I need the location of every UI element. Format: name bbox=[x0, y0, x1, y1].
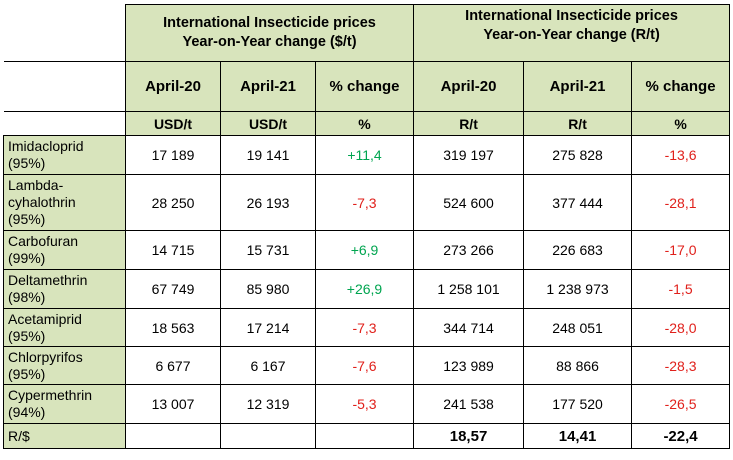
exchange-rate-2020: 18,57 bbox=[413, 423, 525, 449]
usd-group-title: International Insecticide prices Year-on… bbox=[163, 15, 376, 50]
unit-header: USD/t bbox=[220, 111, 316, 136]
usd-2020-value: 17 189 bbox=[125, 135, 221, 175]
usd-2021-value: 15 731 bbox=[220, 230, 316, 270]
zar-group-title: International Insecticide prices Year-on… bbox=[465, 8, 678, 43]
usd-change-value: +6,9 bbox=[314, 230, 415, 270]
empty-cell bbox=[220, 423, 316, 449]
usd-2021-value: 19 141 bbox=[220, 135, 316, 175]
col-header: April-21 bbox=[523, 61, 633, 112]
product-name: Deltamethrin (98%) bbox=[3, 269, 126, 309]
col-header: April-20 bbox=[413, 61, 525, 112]
zar-2020-value: 319 197 bbox=[413, 135, 525, 175]
corner-cell bbox=[3, 61, 126, 112]
zar-2021-value: 226 683 bbox=[523, 230, 633, 270]
table-row: Chlorpyrifos (95%) 6 677 6 167 -7,6 123 … bbox=[3, 346, 731, 385]
product-name: Cypermethrin (94%) bbox=[3, 384, 126, 424]
exchange-rate-label: R/$ bbox=[3, 423, 126, 449]
col-header: April-21 bbox=[220, 61, 316, 112]
product-name: Acetamiprid (95%) bbox=[3, 308, 126, 347]
zar-2021-value: 248 051 bbox=[523, 308, 633, 347]
usd-2020-value: 14 715 bbox=[125, 230, 221, 270]
product-name: Imidacloprid (95%) bbox=[3, 135, 126, 175]
usd-2021-value: 12 319 bbox=[220, 384, 316, 424]
usd-change-value: +11,4 bbox=[314, 135, 415, 175]
usd-2021-value: 17 214 bbox=[220, 308, 316, 347]
usd-2021-value: 6 167 bbox=[220, 346, 316, 385]
table-row: Acetamiprid (95%) 18 563 17 214 -7,3 344… bbox=[3, 308, 731, 347]
unit-header: R/t bbox=[413, 111, 525, 136]
usd-2020-value: 28 250 bbox=[125, 174, 221, 231]
usd-2020-value: 18 563 bbox=[125, 308, 221, 347]
zar-2020-value: 344 714 bbox=[413, 308, 525, 347]
col-header: April-20 bbox=[125, 61, 221, 112]
usd-2020-value: 13 007 bbox=[125, 384, 221, 424]
product-name: Carbofuran (99%) bbox=[3, 230, 126, 270]
usd-change-value: -7,3 bbox=[314, 174, 415, 231]
zar-change-value: -26,5 bbox=[631, 384, 731, 424]
table-row: Deltamethrin (98%) 67 749 85 980 +26,9 1… bbox=[3, 269, 731, 309]
corner-cell bbox=[3, 4, 126, 62]
usd-2021-value: 85 980 bbox=[220, 269, 316, 309]
footer-row: R/$ 18,57 14,41 -22,4 bbox=[3, 423, 731, 449]
zar-change-value: -13,6 bbox=[631, 135, 731, 175]
zar-2020-value: 273 266 bbox=[413, 230, 525, 270]
table-row: Carbofuran (99%) 14 715 15 731 +6,9 273 … bbox=[3, 230, 731, 270]
corner-cell bbox=[3, 111, 126, 136]
col-header: % change bbox=[314, 61, 415, 112]
empty-cell bbox=[314, 423, 415, 449]
usd-change-value: -5,3 bbox=[314, 384, 415, 424]
zar-2020-value: 1 258 101 bbox=[413, 269, 525, 309]
zar-2021-value: 88 866 bbox=[523, 346, 633, 385]
zar-change-value: -28,0 bbox=[631, 308, 731, 347]
unit-header: % bbox=[631, 111, 731, 136]
zar-change-value: -28,1 bbox=[631, 174, 731, 231]
usd-change-value: +26,9 bbox=[314, 269, 415, 309]
unit-header: % bbox=[314, 111, 415, 136]
zar-2020-value: 123 989 bbox=[413, 346, 525, 385]
zar-change-value: -17,0 bbox=[631, 230, 731, 270]
usd-2021-value: 26 193 bbox=[220, 174, 316, 231]
zar-2021-value: 1 238 973 bbox=[523, 269, 633, 309]
zar-group-header: International Insecticide prices Year-on… bbox=[413, 4, 731, 62]
insecticide-price-table: International Insecticide prices Year-on… bbox=[3, 4, 731, 449]
unit-header: R/t bbox=[523, 111, 633, 136]
exchange-rate-2021: 14,41 bbox=[523, 423, 633, 449]
usd-change-value: -7,3 bbox=[314, 308, 415, 347]
zar-2021-value: 275 828 bbox=[523, 135, 633, 175]
empty-cell bbox=[125, 423, 221, 449]
zar-2021-value: 177 520 bbox=[523, 384, 633, 424]
zar-2020-value: 524 600 bbox=[413, 174, 525, 231]
exchange-rate-change: -22,4 bbox=[631, 423, 731, 449]
usd-group-header: International Insecticide prices Year-on… bbox=[124, 4, 415, 62]
table-row: Lambda- cyhalothrin (95%) 28 250 26 193 … bbox=[3, 174, 731, 231]
unit-header: USD/t bbox=[125, 111, 221, 136]
usd-2020-value: 67 749 bbox=[125, 269, 221, 309]
table-row: Cypermethrin (94%) 13 007 12 319 -5,3 24… bbox=[3, 384, 731, 424]
table-row: Imidacloprid (95%) 17 189 19 141 +11,4 3… bbox=[3, 135, 731, 175]
zar-change-value: -1,5 bbox=[631, 269, 731, 309]
zar-2020-value: 241 538 bbox=[413, 384, 525, 424]
col-header: % change bbox=[631, 61, 731, 112]
product-name: Chlorpyrifos (95%) bbox=[3, 346, 126, 385]
product-name: Lambda- cyhalothrin (95%) bbox=[3, 174, 126, 231]
zar-2021-value: 377 444 bbox=[523, 174, 633, 231]
zar-change-value: -28,3 bbox=[631, 346, 731, 385]
usd-change-value: -7,6 bbox=[314, 346, 415, 385]
usd-2020-value: 6 677 bbox=[125, 346, 221, 385]
